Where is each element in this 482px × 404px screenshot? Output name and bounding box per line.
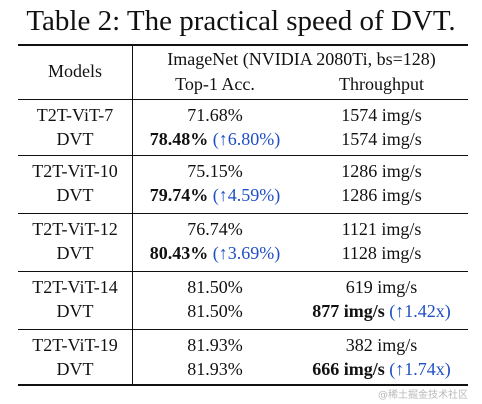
- dvt-acc-value: 78.48%: [149, 129, 209, 149]
- baseline-top1-acc: 81.93%: [187, 335, 243, 355]
- dvt-throughput: 666 img/s (↑1.74x): [295, 358, 468, 380]
- dvt-throughput-value: 666 img/s: [312, 359, 385, 379]
- baseline-model-name: T2T-ViT-10: [32, 161, 118, 181]
- dvt-top1-acc: 79.74% (↑4.59%): [135, 184, 295, 206]
- baseline-model-name: T2T-ViT-12: [32, 219, 118, 239]
- baseline-throughput: 1121 img/s: [341, 219, 422, 239]
- dvt-throughput-value: 1128 img/s: [341, 243, 422, 263]
- top-rule: [18, 44, 468, 46]
- dvt-throughput: 877 img/s (↑1.42x): [295, 300, 468, 322]
- baseline-top1-acc: 81.50%: [187, 277, 243, 297]
- group-separator: [18, 213, 468, 214]
- dvt-throughput-value: 1574 img/s: [341, 129, 422, 149]
- dvt-top1-acc: 80.43% (↑3.69%): [135, 242, 295, 264]
- dvt-acc-gain: (↑4.59%): [212, 185, 281, 205]
- dvt-throughput-value: 877 img/s: [312, 301, 385, 321]
- dvt-throughput-gain: (↑1.42x): [389, 301, 451, 321]
- dvt-top1-acc: 81.50%: [135, 300, 295, 322]
- group-separator: [18, 271, 468, 272]
- header-top1-acc: Top-1 Acc.: [175, 74, 255, 94]
- group-separator: [18, 99, 468, 100]
- header-throughput: Throughput: [339, 74, 424, 94]
- baseline-top1-acc: 71.68%: [187, 105, 243, 125]
- watermark: @稀土掘金技术社区: [378, 390, 468, 401]
- bottom-rule: [18, 384, 468, 386]
- dvt-top1-acc: 81.93%: [135, 358, 295, 380]
- dvt-model-name: DVT: [56, 129, 94, 149]
- vertical-divider: [132, 46, 133, 384]
- dvt-model-name: DVT: [56, 301, 94, 321]
- dvt-acc-gain: (↑6.80%): [212, 129, 281, 149]
- baseline-throughput: 1286 img/s: [341, 161, 422, 181]
- baseline-throughput: 1574 img/s: [341, 105, 422, 125]
- dvt-model-name: DVT: [56, 359, 94, 379]
- dvt-model-name: DVT: [56, 185, 94, 205]
- baseline-top1-acc: 75.15%: [187, 161, 243, 181]
- baseline-throughput: 619 img/s: [345, 277, 418, 297]
- baseline-throughput: 382 img/s: [345, 335, 418, 355]
- dvt-top1-acc: 78.48% (↑6.80%): [135, 128, 295, 150]
- dvt-acc-gain: (↑3.69%): [212, 243, 281, 263]
- dvt-throughput-gain: (↑1.74x): [389, 359, 451, 379]
- table-caption: Table 2: The practical speed of DVT.: [26, 5, 456, 37]
- dvt-acc-value: 80.43%: [149, 243, 209, 263]
- dvt-throughput: 1128 img/s: [295, 242, 468, 264]
- group-separator: [18, 329, 468, 330]
- baseline-model-name: T2T-ViT-19: [32, 335, 118, 355]
- header-group-imagenet: ImageNet (NVIDIA 2080Ti, bs=128): [167, 49, 436, 69]
- dvt-model-name: DVT: [56, 243, 94, 263]
- baseline-top1-acc: 76.74%: [187, 219, 243, 239]
- dvt-acc-value: 79.74%: [149, 185, 209, 205]
- baseline-model-name: T2T-ViT-14: [32, 277, 118, 297]
- dvt-throughput-value: 1286 img/s: [341, 185, 422, 205]
- baseline-model-name: T2T-ViT-7: [36, 105, 114, 125]
- group-separator: [18, 155, 468, 156]
- dvt-throughput: 1286 img/s: [295, 184, 468, 206]
- dvt-throughput: 1574 img/s: [295, 128, 468, 150]
- dvt-acc-value: 81.93%: [187, 359, 243, 379]
- header-models: Models: [48, 61, 102, 81]
- dvt-acc-value: 81.50%: [187, 301, 243, 321]
